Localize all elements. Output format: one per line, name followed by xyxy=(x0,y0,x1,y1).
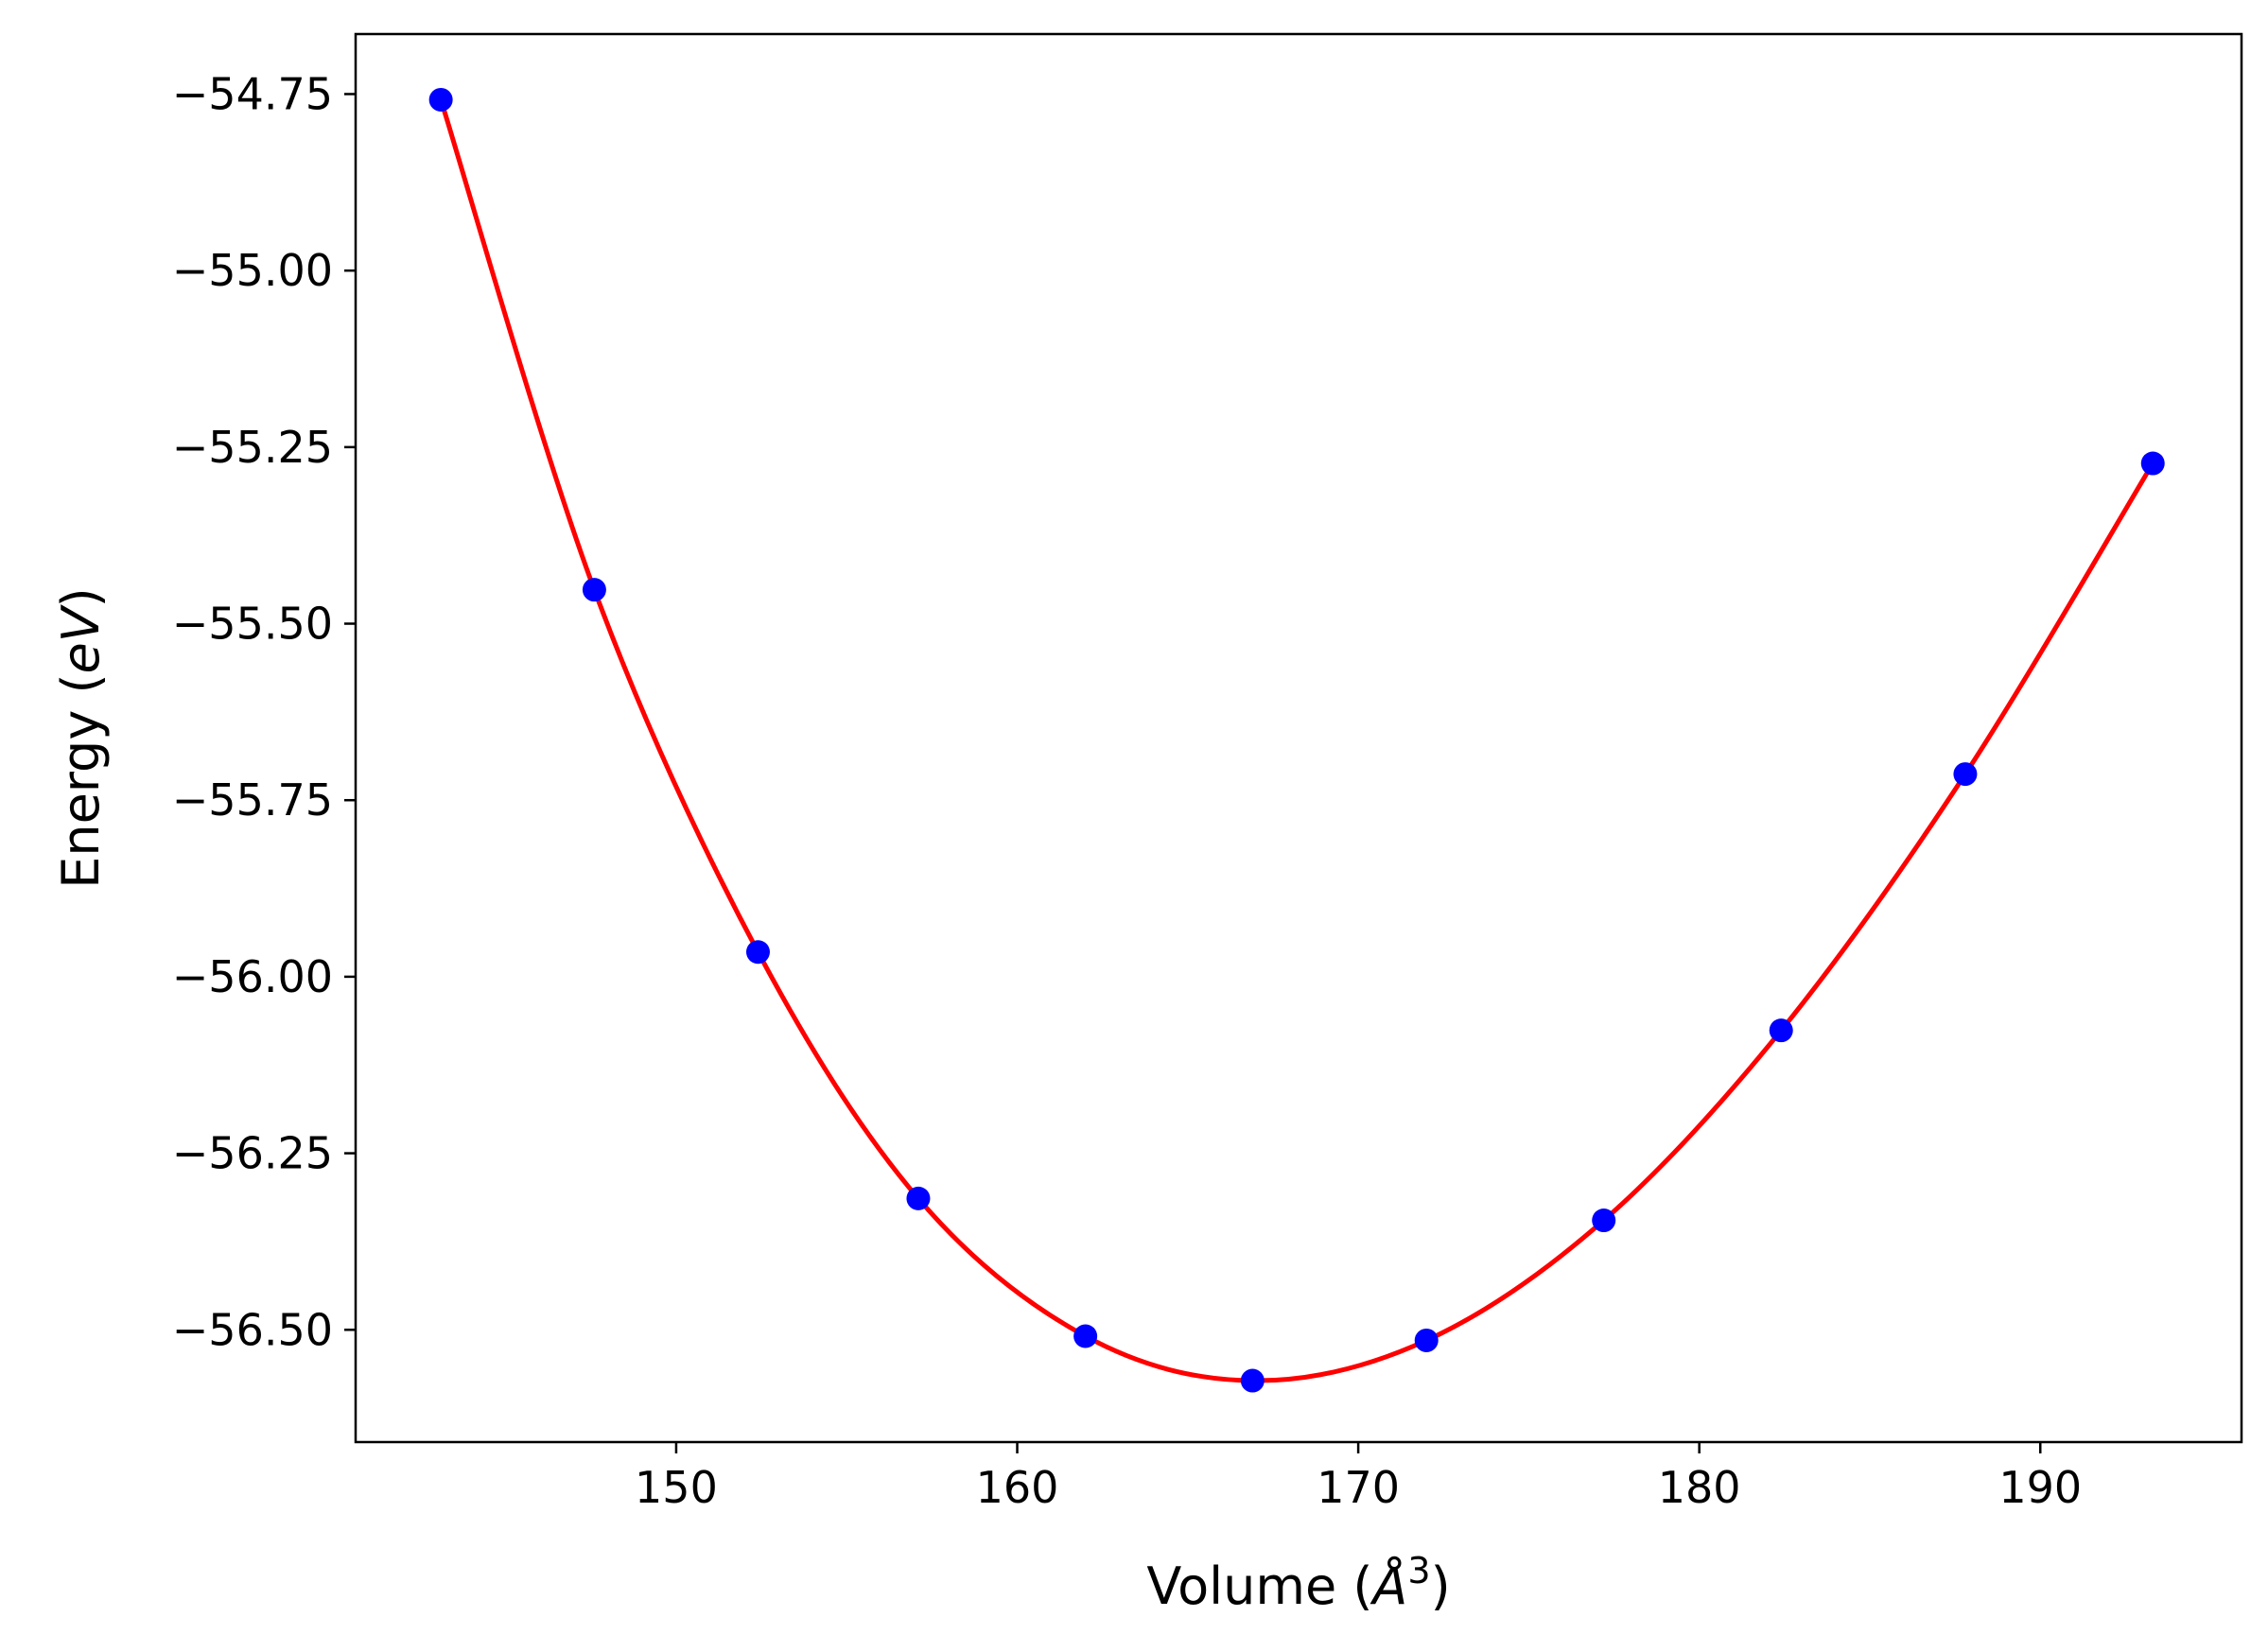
data-point xyxy=(745,940,770,965)
x-axis-label-sup: 3 xyxy=(1407,1550,1430,1591)
x-tick-label: 150 xyxy=(635,1462,718,1513)
x-tick-label: 170 xyxy=(1317,1462,1400,1513)
data-point xyxy=(428,87,453,112)
y-tick-label: −54.75 xyxy=(172,68,333,119)
y-axis-label-prefix: Energy ( xyxy=(51,673,111,888)
y-tick-label: −55.75 xyxy=(172,774,333,826)
data-point xyxy=(1592,1209,1616,1233)
x-axis-label-suffix: ) xyxy=(1431,1556,1451,1616)
y-axis-ticks: −54.75 −55.00 −55.25 −55.50 −55.75 −56.00 −56.… xyxy=(172,68,356,1355)
y-axis-label: Energy (eV) xyxy=(51,587,111,889)
y-tick-label: −56.25 xyxy=(172,1128,333,1179)
y-axis-label-symbol: eV xyxy=(51,603,111,673)
fit-curve xyxy=(438,98,2155,1383)
y-tick-label: −56.00 xyxy=(172,951,333,1002)
y-tick-label: −55.50 xyxy=(172,599,333,650)
axes-frame xyxy=(354,32,2243,1444)
x-tick-label: 160 xyxy=(976,1462,1059,1513)
fit-curve-layer xyxy=(438,98,2155,1383)
x-tick-label: 190 xyxy=(1998,1462,2082,1513)
x-axis-label-prefix: Volume ( xyxy=(1146,1556,1372,1616)
data-point xyxy=(1073,1324,1098,1348)
plot-area xyxy=(356,34,2242,1442)
x-axis-label: Volume (Å3) xyxy=(1146,1550,1450,1616)
y-axis-label-suffix: ) xyxy=(51,587,111,607)
x-axis-label-symbol: Å xyxy=(1370,1556,1407,1616)
data-point xyxy=(2140,451,2165,476)
data-point xyxy=(1769,1018,1793,1043)
y-tick-label: −56.50 xyxy=(172,1304,333,1355)
y-tick-label: −55.25 xyxy=(172,422,333,473)
data-point xyxy=(1240,1368,1265,1393)
data-points-layer xyxy=(428,87,2165,1393)
data-point xyxy=(906,1186,931,1210)
data-point xyxy=(582,578,606,602)
x-tick-label: 180 xyxy=(1658,1462,1741,1513)
data-point xyxy=(1953,762,1978,787)
x-axis-ticks: 150 160 170 180 190 xyxy=(635,1442,2082,1513)
y-tick-label: −55.00 xyxy=(172,245,333,296)
data-point xyxy=(1414,1328,1439,1352)
